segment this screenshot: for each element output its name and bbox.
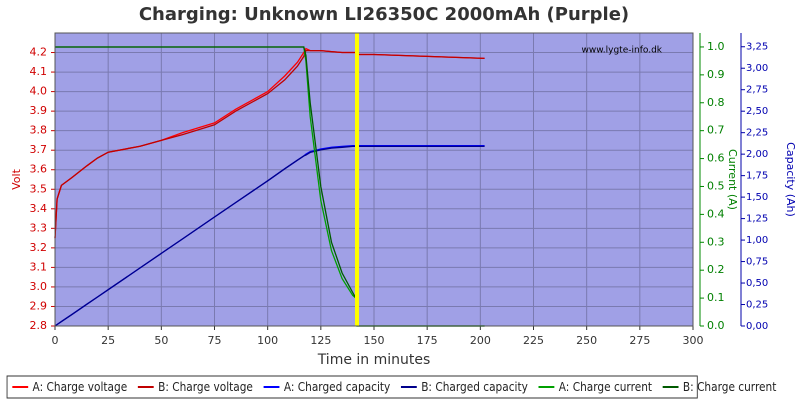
legend-label: A: Charge current: [559, 381, 653, 395]
y-tick-label: 2.9: [30, 299, 48, 312]
plot-border: [54, 32, 694, 327]
y-tick-label: 3.8: [30, 124, 48, 137]
legend-label: A: Charge voltage: [33, 381, 128, 395]
x-tick-label: 75: [208, 334, 222, 347]
y2-tick-label: 0.2: [707, 263, 725, 276]
y3-tick-label: 1,25: [746, 214, 768, 225]
y-tick-label: 3.1: [30, 260, 48, 273]
y3-tick-label: 1,75: [746, 171, 768, 182]
legend-label: B: Charged capacity: [421, 381, 528, 395]
x-tick-label: 50: [154, 334, 168, 347]
y-tick-label: 4.0: [30, 85, 48, 98]
legend-label: B: Charge current: [683, 381, 777, 395]
x-axis-label: Time in minutes: [317, 352, 431, 368]
y-tick-label: 3.4: [30, 202, 48, 215]
y3-tick-label: 3,00: [746, 63, 768, 74]
x-tick-label: 150: [364, 334, 385, 347]
y2-tick-label: 1.0: [707, 40, 725, 53]
y2-tick-label: 0.0: [707, 319, 725, 332]
y3-tick-label: 2,75: [746, 85, 768, 96]
x-tick-label: 125: [310, 334, 331, 347]
y3-tick-label: 0,25: [746, 300, 768, 311]
legend: A: Charge voltage B: Charge voltage A: Cha…: [6, 375, 777, 399]
y2-tick-label: 0.9: [707, 68, 725, 81]
y-axis-label: Volt: [10, 168, 23, 189]
y-tick-label: 2.8: [30, 319, 48, 332]
y2-tick-label: 0.8: [707, 96, 725, 109]
legend-label: A: Charged capacity: [284, 381, 391, 395]
x-tick-label: 300: [683, 334, 704, 347]
y-tick-label: 3.0: [30, 280, 48, 293]
x-tick-label: 25: [101, 334, 115, 347]
y3-tick-label: 0,50: [746, 278, 768, 289]
y-tick-label: 4.2: [30, 46, 48, 59]
y2-tick-label: 0.6: [707, 152, 725, 165]
y-tick-label: 3.3: [30, 221, 48, 234]
x-tick-label: 250: [576, 334, 597, 347]
series-line: [54, 145, 485, 327]
x-tick-label: 0: [52, 334, 59, 347]
y-tick-label: 3.7: [30, 143, 48, 156]
y2-axis-label: Current (A): [726, 149, 739, 210]
chart-title: Charging: Unknown LI26350C 2000mAh (Purp…: [139, 4, 629, 25]
legend-label: B: Charge voltage: [158, 381, 253, 395]
x-tick-label: 100: [257, 334, 278, 347]
y3-axis-label: Capacity (Ah): [784, 142, 797, 217]
x-tick-label: 200: [470, 334, 491, 347]
x-tick-label: 225: [523, 334, 544, 347]
y3-tick-label: 2,50: [746, 106, 768, 117]
x-tick-label: 175: [417, 334, 438, 347]
series-line: [55, 46, 485, 327]
y-tick-label: 4.1: [30, 65, 48, 78]
y3-tick-label: 1,00: [746, 235, 768, 246]
series-line: [54, 49, 485, 239]
y3-tick-label: 3,25: [746, 42, 768, 53]
y3-tick-label: 2,00: [746, 149, 768, 160]
y3-tick-label: 2,25: [746, 128, 768, 139]
y2-tick-label: 0.5: [707, 179, 725, 192]
y2-tick-label: 0.7: [707, 124, 725, 137]
watermark: www.lygte-info.dk: [582, 46, 663, 56]
y2-tick-label: 0.1: [707, 291, 725, 304]
y3-tick-label: 0,75: [746, 257, 768, 268]
y-tick-label: 3.5: [30, 182, 48, 195]
y2-tick-label: 0.4: [707, 207, 725, 220]
y-tick-label: 3.6: [30, 163, 48, 176]
y3-tick-label: 1,50: [746, 192, 768, 203]
y-tick-label: 3.2: [30, 241, 48, 254]
legend-box: [6, 375, 698, 399]
y-tick-label: 3.9: [30, 104, 48, 117]
y2-tick-label: 0.3: [707, 235, 725, 248]
y3-tick-label: 0,00: [746, 321, 768, 332]
x-tick-label: 275: [629, 334, 650, 347]
